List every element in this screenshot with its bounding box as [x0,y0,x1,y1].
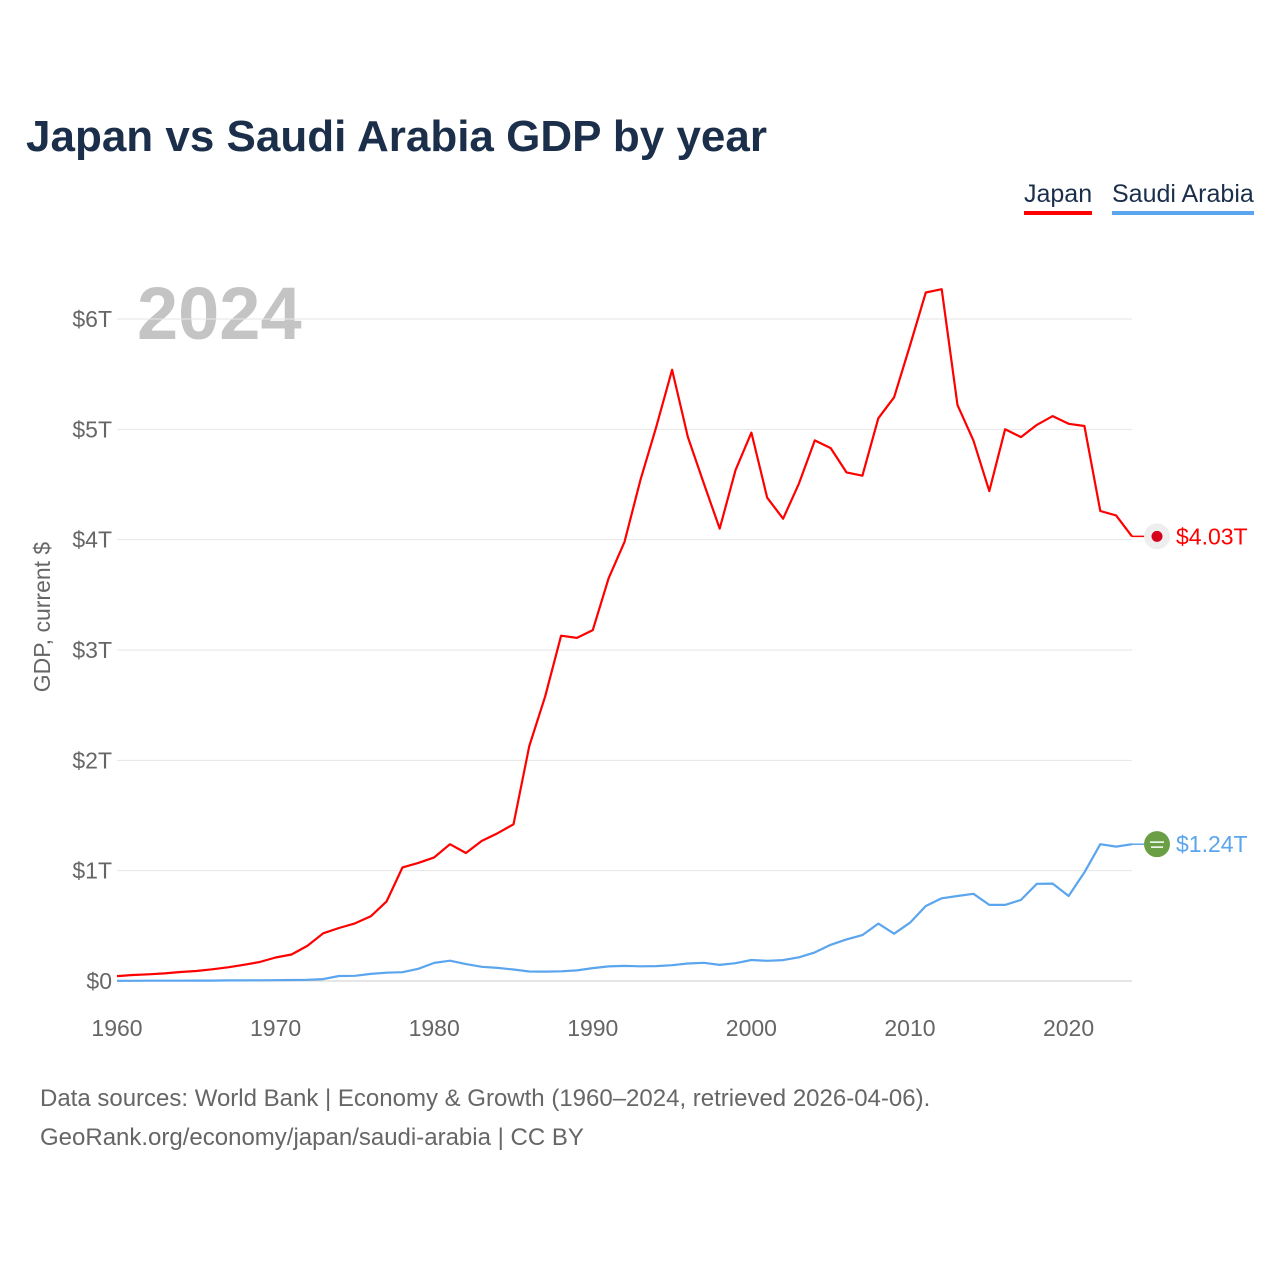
y-tick-label: $4T [72,527,112,553]
saudi-flag-icon [1144,831,1170,858]
y-tick-label: $0 [86,968,112,994]
x-tick-label: 1980 [409,1015,460,1041]
series-line-japan [116,288,1133,978]
x-tick-label: 1990 [567,1015,618,1041]
y-tick-label: $3T [72,637,112,663]
x-tick-label: 2010 [884,1015,935,1041]
footer-attribution[interactable]: GeoRank.org/economy/japan/saudi-arabia |… [40,1124,584,1151]
x-tick-label: 2020 [1043,1015,1094,1041]
legend-japan[interactable]: Japan [1024,180,1093,215]
y-axis-label: GDP, current $ [29,542,55,693]
y-tick-label: $6T [72,306,112,332]
y-tick-label: $5T [72,416,112,442]
end-value-label: $4.03T [1176,523,1248,549]
end-value-label: $1.24T [1176,831,1248,857]
chart-title: Japan vs Saudi Arabia GDP by year [26,112,767,161]
x-tick-label: 1970 [250,1015,301,1041]
footer-sources: Data sources: World Bank | Economy & Gro… [40,1085,931,1112]
y-tick-label: $1T [72,858,112,884]
year-overlay: 2024 [137,272,302,355]
legend-saudi-arabia[interactable]: Saudi Arabia [1112,180,1254,215]
japan-flag-dot [1151,530,1163,542]
x-tick-label: 2000 [726,1015,777,1041]
x-tick-label: 1960 [91,1015,142,1041]
series-line-saudi-arabia [117,843,1133,982]
y-tick-label: $2T [72,747,112,773]
saudi-flag-emblem [1150,841,1164,848]
